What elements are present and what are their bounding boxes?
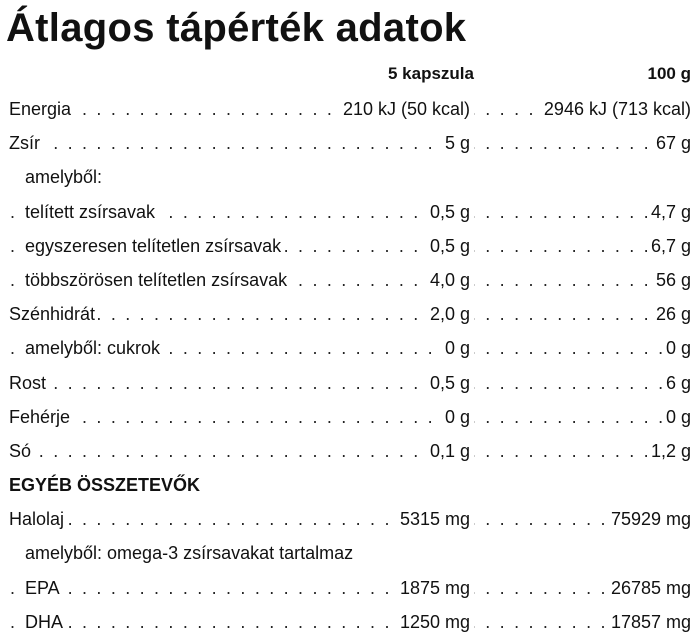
value-per-5-capsules: 0,5 g [426,365,474,400]
nutrition-row: amelyből: omega-3 zsírsavakat tartalmaz [0,536,700,571]
value-per-100g: 4,7 g [647,194,691,229]
page-title: Átlagos tápérték adatok [6,6,467,50]
dot-leader: . . . . . . . . . . . . . . . . . . . . … [10,611,690,632]
nutrition-row: amelyből: [0,160,700,195]
nutrient-label: DHA [25,604,67,639]
value-per-100g: 67 g [652,126,691,161]
nutrition-row: . . . . . . . . . . . . . . . . . . . . … [0,92,700,126]
value-per-5-capsules: 0 g [441,399,474,434]
nutrient-label: telített zsírsavak [25,194,159,229]
nutrient-label: Rost [9,365,50,400]
nutrient-label: többszörösen telítetlen zsírsavak [25,262,291,297]
nutrition-row: . . . . . . . . . . . . . . . . . . . . … [0,433,700,468]
nutrient-label: amelyből: [25,160,106,195]
value-per-100g: 0 g [662,399,691,434]
nutrient-label: EPA [25,570,63,605]
column-header-per-5-capsules: 5 kapszula [388,64,474,83]
nutrient-label: Energia [9,92,75,126]
nutrition-row: . . . . . . . . . . . . . . . . . . . . … [0,297,700,332]
section-heading-row: EGYÉB ÖSSZETEVŐK [0,468,700,503]
value-per-100g: 2946 kJ (713 kcal) [540,92,691,126]
nutrient-label: Halolaj [9,502,68,537]
dot-leader: . . . . . . . . . . . . . . . . . . . . … [10,338,690,359]
nutrient-label: egyszeresen telítetlen zsírsavak [25,228,285,263]
nutrition-row: . . . . . . . . . . . . . . . . . . . . … [0,399,700,434]
value-per-100g: 26 g [652,297,691,332]
nutrient-label: amelyből: cukrok [25,331,164,366]
dot-leader: . . . . . . . . . . . . . . . . . . . . … [10,304,690,325]
column-header-per-100g: 100 g [647,64,691,83]
value-per-5-capsules: 2,0 g [426,297,474,332]
nutrient-label: EGYÉB ÖSSZETEVŐK [9,468,204,503]
dot-leader: . . . . . . . . . . . . . . . . . . . . … [10,440,690,461]
nutrition-row: . . . . . . . . . . . . . . . . . . . . … [0,365,700,400]
nutrition-table: . . . . . . . . . . . . . . . . . . . . … [0,92,700,639]
nutrient-label: Zsír [9,126,43,161]
nutrition-row: . . . . . . . . . . . . . . . . . . . . … [0,194,700,229]
value-per-5-capsules: 5 g [441,126,474,161]
value-per-100g: 1,2 g [647,433,691,468]
value-per-5-capsules: 210 kJ (50 kcal) [339,92,474,126]
value-per-100g: 0 g [662,331,691,366]
dot-leader: . . . . . . . . . . . . . . . . . . . . … [10,133,690,154]
nutrition-row: . . . . . . . . . . . . . . . . . . . . … [0,331,700,366]
nutrient-label: amelyből: omega-3 zsírsavakat tartalmaz [25,536,357,571]
nutrient-label: Fehérje [9,399,74,434]
dot-leader: . . . . . . . . . . . . . . . . . . . . … [10,372,690,393]
value-per-5-capsules: 1250 mg [396,604,474,639]
value-per-100g: 6,7 g [647,228,691,263]
value-per-100g: 56 g [652,262,691,297]
value-per-5-capsules: 0,5 g [426,194,474,229]
value-per-100g: 6 g [662,365,691,400]
dot-leader: . . . . . . . . . . . . . . . . . . . . … [10,201,690,222]
value-per-5-capsules: 5315 mg [396,502,474,537]
value-per-100g: 75929 mg [607,502,691,537]
value-per-100g: 26785 mg [607,570,691,605]
nutrition-row: . . . . . . . . . . . . . . . . . . . . … [0,502,700,537]
nutrition-row: . . . . . . . . . . . . . . . . . . . . … [0,228,700,263]
value-per-5-capsules: 0,5 g [426,228,474,263]
dot-leader: . . . . . . . . . . . . . . . . . . . . … [10,577,690,598]
nutrition-row: . . . . . . . . . . . . . . . . . . . . … [0,262,700,297]
value-per-5-capsules: 1875 mg [396,570,474,605]
dot-leader: . . . . . . . . . . . . . . . . . . . . … [10,509,690,530]
nutrition-row: . . . . . . . . . . . . . . . . . . . . … [0,570,700,605]
value-per-5-capsules: 4,0 g [426,262,474,297]
value-per-5-capsules: 0,1 g [426,433,474,468]
value-per-5-capsules: 0 g [441,331,474,366]
nutrition-row: . . . . . . . . . . . . . . . . . . . . … [0,604,700,639]
column-header-row: 5 kapszula 100 g [0,64,700,90]
nutrient-label: Só [9,433,35,468]
nutrition-row: . . . . . . . . . . . . . . . . . . . . … [0,126,700,161]
nutrient-label: Szénhidrát [9,297,99,332]
dot-leader: . . . . . . . . . . . . . . . . . . . . … [10,406,690,427]
value-per-100g: 17857 mg [607,604,691,639]
